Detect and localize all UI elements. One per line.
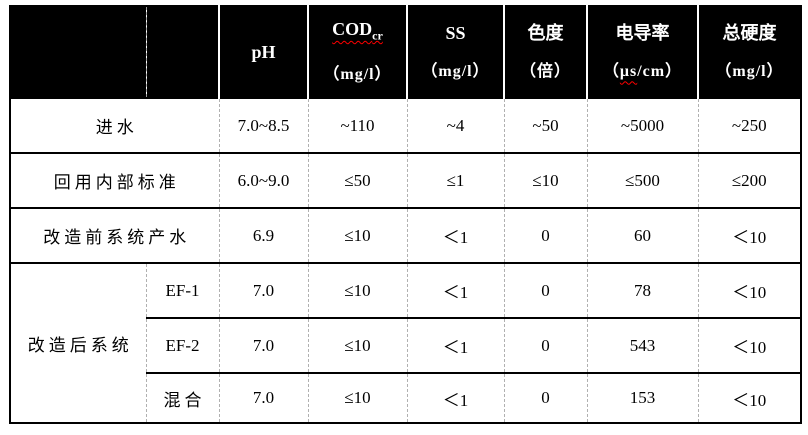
water-quality-table: pH CODcr （mg/l） SS （mg/l） — [9, 5, 802, 424]
header-ph-label: pH — [251, 42, 276, 62]
row-influent: 进水 7.0~8.5 ~110 ~4 ~50 ~5000 ~250 — [9, 97, 801, 153]
cell-conductivity: 543 — [586, 317, 698, 373]
header-cod-unit: （mg/l） — [323, 65, 392, 83]
row-after-retrofit-ef1: 改造后系统 EF-1 7.0 ≤10 ＜1 0 78 ＜10 — [9, 262, 801, 423]
row-after-retrofit-mixed: 混合 7.0 ≤10 ＜1 0 153 ＜10 — [10, 372, 801, 423]
row-sublabel: EF-1 — [145, 262, 219, 318]
cell-hardness: ＜10 — [697, 317, 801, 373]
cell-ph: 7.0~8.5 — [218, 97, 308, 153]
row-label: 回用内部标准 — [9, 152, 219, 208]
row-before-retrofit: 改造前系统产水 6.9 ≤10 ＜1 0 60 ＜10 — [9, 207, 801, 263]
row-label: 改造前系统产水 — [9, 207, 219, 263]
cell-hardness: ≤200 — [697, 152, 801, 208]
cell-hardness: ＜10 — [697, 207, 801, 263]
cell-conductivity: 153 — [586, 372, 698, 423]
header-blank-b — [145, 6, 219, 98]
cell-ss: ＜1 — [406, 262, 504, 318]
page: pH CODcr （mg/l） SS （mg/l） — [9, 5, 802, 424]
header-cod: CODcr （mg/l） — [307, 6, 407, 98]
cell-ph: 6.0~9.0 — [218, 152, 308, 208]
header-conductivity-label: 电导率 — [615, 22, 670, 43]
cell-chroma: ~50 — [503, 97, 587, 153]
header-hardness-unit: （mg/l） — [715, 62, 784, 80]
cell-cod: ≤10 — [307, 207, 407, 263]
cell-hardness: ＜10 — [697, 372, 801, 423]
header-chroma-unit: （倍） — [519, 62, 571, 80]
cell-conductivity: ≤500 — [586, 152, 698, 208]
header-hardness-label: 总硬度 — [722, 22, 777, 43]
header-ss: SS （mg/l） — [406, 6, 504, 98]
cell-chroma: ≤10 — [503, 152, 587, 208]
cell-conductivity: 78 — [586, 262, 698, 318]
cell-ss: ＜1 — [406, 372, 504, 423]
cell-hardness: ~250 — [697, 97, 801, 153]
header-ph: pH — [218, 6, 308, 98]
cell-cod: ≤10 — [307, 262, 407, 318]
header-conductivity-unit: （μs/cm） — [602, 62, 683, 80]
cell-conductivity: 60 — [586, 207, 698, 263]
mu-s-unit: μs — [619, 62, 638, 80]
cell-conductivity: ~5000 — [586, 97, 698, 153]
row-sublabel: 混合 — [145, 372, 219, 423]
cell-ph: 7.0 — [218, 317, 308, 373]
header-cod-label: CODcr — [332, 19, 383, 43]
cell-cod: ~110 — [307, 97, 407, 153]
table-header: pH CODcr （mg/l） SS （mg/l） — [10, 6, 801, 98]
cell-chroma: 0 — [503, 317, 587, 373]
row-group-label: 改造后系统 — [9, 262, 146, 423]
header-chroma: 色度 （倍） — [503, 6, 587, 98]
header-hardness: 总硬度 （mg/l） — [697, 6, 801, 98]
cell-ph: 7.0 — [218, 262, 308, 318]
header-cod-subscript: cr — [372, 28, 383, 43]
cell-cod: ≤10 — [307, 317, 407, 373]
header-ss-unit: （mg/l） — [421, 62, 490, 80]
cell-cod: ≤10 — [307, 372, 407, 423]
row-after-retrofit-ef2: EF-2 7.0 ≤10 ＜1 0 543 ＜10 — [10, 317, 801, 373]
header-ss-label: SS — [445, 22, 466, 43]
header-chroma-label: 色度 — [527, 22, 564, 43]
row-reuse-standard: 回用内部标准 6.0~9.0 ≤50 ≤1 ≤10 ≤500 ≤200 — [9, 152, 801, 208]
cell-chroma: 0 — [503, 372, 587, 423]
row-label: 进水 — [9, 97, 219, 153]
cell-ss: ≤1 — [406, 152, 504, 208]
cell-ss: ＜1 — [406, 207, 504, 263]
header-conductivity: 电导率 （μs/cm） — [586, 6, 698, 98]
cell-chroma: 0 — [503, 262, 587, 318]
header-row: pH CODcr （mg/l） SS （mg/l） — [10, 6, 801, 98]
cell-chroma: 0 — [503, 207, 587, 263]
row-sublabel: EF-2 — [145, 317, 219, 373]
cell-ss: ~4 — [406, 97, 504, 153]
cell-cod: ≤50 — [307, 152, 407, 208]
table-body: 进水 7.0~8.5 ~110 ~4 ~50 ~5000 ~250 回用内部标准… — [9, 97, 801, 423]
cell-hardness: ＜10 — [697, 262, 801, 318]
cell-ss: ＜1 — [406, 317, 504, 373]
header-blank-a — [10, 6, 146, 98]
cell-ph: 6.9 — [218, 207, 308, 263]
cell-ph: 7.0 — [218, 372, 308, 423]
